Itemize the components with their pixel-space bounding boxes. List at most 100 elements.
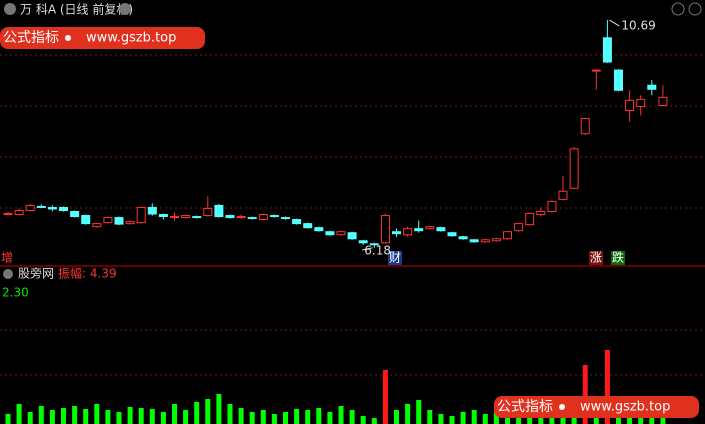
indicator-name: 股旁网	[18, 266, 54, 281]
candle-body	[92, 223, 102, 228]
volume-bar	[271, 414, 277, 424]
candle-body	[425, 226, 435, 230]
volume-bar	[604, 350, 610, 424]
candle-body	[136, 206, 146, 224]
candle-body	[114, 217, 124, 225]
menu-icon[interactable]	[4, 3, 16, 15]
marker-box	[611, 251, 625, 265]
volume-bar	[249, 412, 255, 424]
candle-body	[536, 210, 546, 216]
candle-body	[170, 216, 179, 219]
volume-bar	[305, 410, 311, 424]
volume-bar	[405, 404, 411, 424]
candle-body	[558, 190, 568, 200]
candle-body	[192, 216, 202, 219]
dropdown-icon[interactable]	[119, 3, 131, 15]
volume-bar	[238, 408, 244, 424]
volume-bar	[449, 416, 455, 424]
volume-bar	[160, 412, 166, 424]
candle-body	[569, 148, 579, 189]
volume-bar	[38, 406, 44, 424]
marker-box	[388, 251, 402, 265]
candle-body	[158, 214, 168, 218]
candle-body	[125, 221, 135, 225]
candle-body	[214, 204, 224, 218]
volume-bar	[438, 414, 444, 424]
indicator-icon[interactable]	[3, 269, 13, 279]
marker: 增	[1, 251, 13, 265]
candle-body	[469, 239, 479, 243]
settings-icon[interactable]	[671, 2, 685, 16]
volume-bar	[5, 414, 11, 424]
watermark-label: 公式指标	[497, 399, 553, 415]
volume-bar	[427, 410, 433, 424]
candle-body	[47, 206, 57, 210]
candle-body	[181, 215, 191, 219]
close-icon[interactable]	[688, 2, 702, 16]
candle-body	[225, 215, 235, 219]
watermark-bg	[0, 27, 205, 49]
volume-bar	[216, 394, 222, 424]
volume-bar	[83, 409, 89, 424]
watermark-dot	[65, 35, 71, 41]
candle-body	[591, 69, 601, 72]
candle-body	[347, 232, 357, 240]
volume-bar	[460, 412, 466, 424]
volume-bar	[61, 408, 66, 424]
volume-bar	[471, 410, 477, 424]
candle-body	[14, 209, 24, 216]
marker: 财	[389, 251, 401, 265]
watermark-url: www.gszb.top	[580, 400, 670, 415]
candle-body	[303, 223, 313, 229]
volume-bar	[183, 410, 189, 424]
candle-body	[625, 99, 635, 111]
candle-body	[70, 210, 80, 218]
candle-body	[336, 231, 346, 236]
candle-body	[658, 96, 668, 106]
candle-body	[392, 231, 401, 235]
volume-bar	[294, 409, 300, 424]
candle-body	[436, 227, 446, 232]
volume-bar	[27, 412, 33, 424]
volume-bar	[16, 404, 22, 424]
candle-body	[447, 232, 457, 237]
candle-body	[547, 200, 557, 212]
volume-bar	[227, 404, 233, 424]
volume-bar	[283, 412, 288, 424]
watermark: 公式指标 www.gszb.top 公式指标 www.gszb.top	[0, 27, 699, 418]
volume-bar	[149, 409, 155, 424]
min-pointer	[362, 247, 373, 251]
volume-bar	[72, 406, 78, 424]
chart-area: 10.69 6.18	[0, 19, 705, 424]
candle-body	[281, 217, 290, 220]
max-label: 10.69	[621, 19, 655, 33]
candle-body	[247, 217, 257, 220]
volume-bar	[360, 416, 366, 424]
candle-body	[403, 228, 413, 236]
volume-bar	[172, 404, 177, 424]
candle-body	[258, 214, 268, 221]
candle-body	[203, 207, 213, 217]
watermark-bg	[494, 396, 699, 418]
candle-body	[25, 204, 35, 211]
volume-bar	[138, 408, 144, 424]
max-pointer	[609, 19, 620, 27]
candle-body	[292, 219, 302, 225]
stock-title: 万 科A (日线 前复权)	[20, 2, 133, 17]
candle-body	[636, 98, 646, 107]
candle-body	[3, 213, 13, 216]
volume-bar	[49, 410, 55, 424]
volume-bar	[349, 410, 355, 424]
volume-bar	[338, 406, 344, 424]
volume-bar	[382, 370, 388, 424]
candle-body	[103, 217, 113, 224]
marker: 跌	[612, 250, 624, 265]
candle-body	[314, 227, 324, 232]
watermark-label: 公式指标	[3, 30, 59, 46]
candle-body	[614, 69, 623, 91]
candle-body	[458, 236, 468, 240]
watermark-dot	[559, 404, 565, 410]
